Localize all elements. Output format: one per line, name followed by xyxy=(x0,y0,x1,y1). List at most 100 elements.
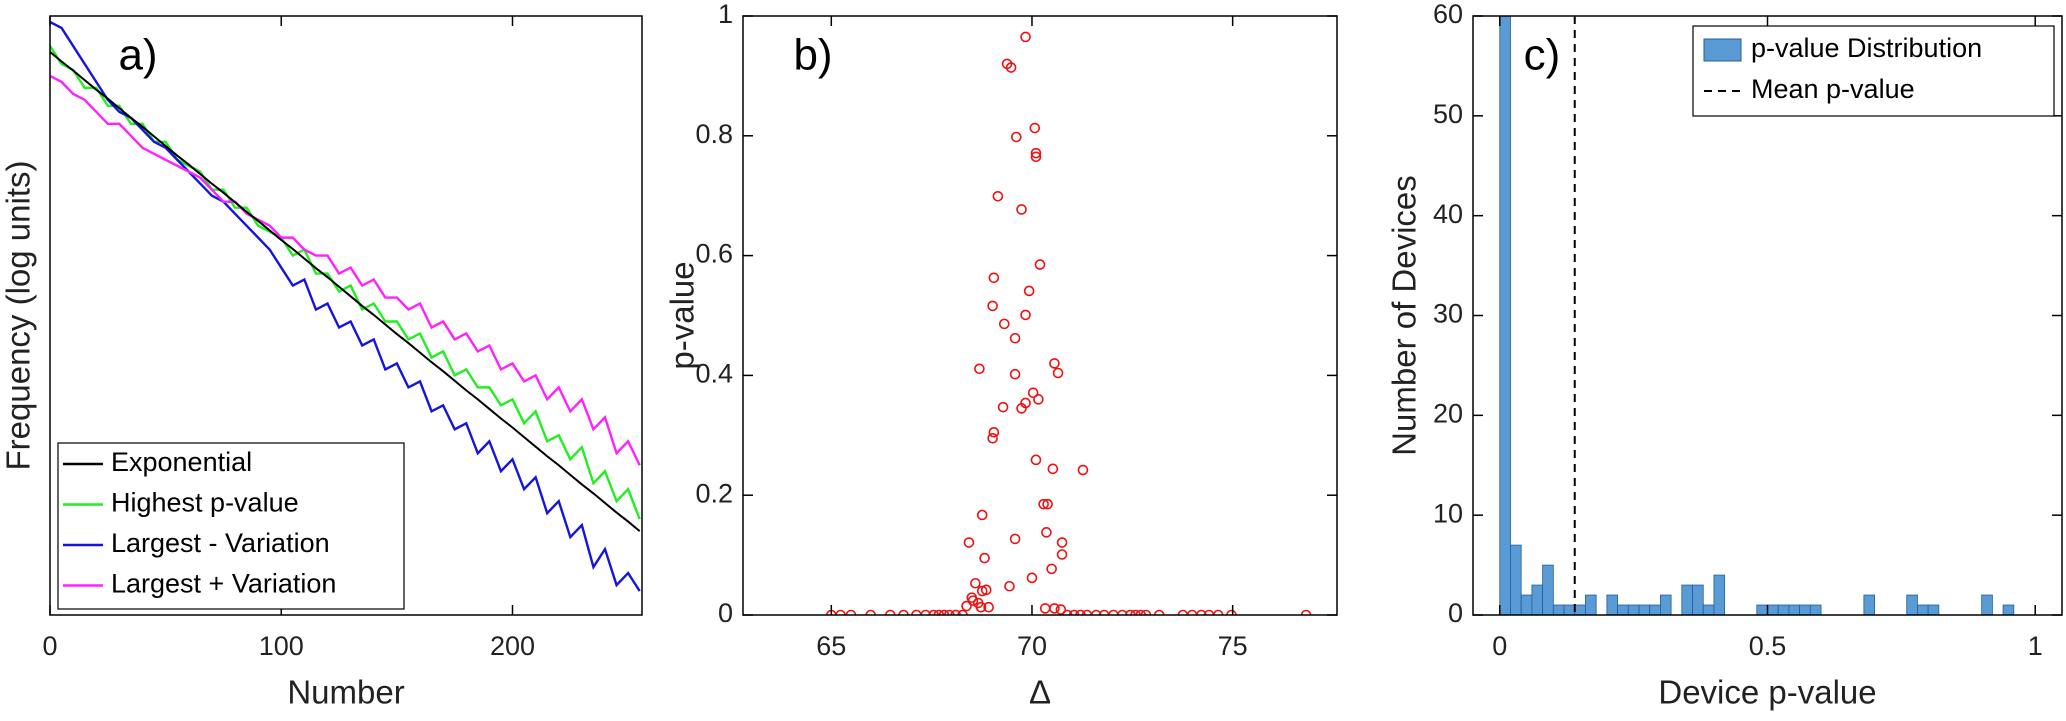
x-tick-label: 65 xyxy=(816,631,846,661)
bar xyxy=(1756,604,1768,615)
point xyxy=(950,609,962,615)
x-tick-label: 100 xyxy=(259,631,304,661)
point xyxy=(987,432,998,444)
y-tick-label: 20 xyxy=(1433,398,1463,428)
point xyxy=(1039,603,1051,614)
x-tick-label: 1 xyxy=(2028,631,2043,661)
point xyxy=(1212,609,1224,615)
legend-label: p-value Distribution xyxy=(1751,33,1982,63)
bar xyxy=(1713,574,1726,615)
y-tick-label: 0.6 xyxy=(695,239,733,269)
bar xyxy=(2002,604,2015,615)
bar xyxy=(1692,584,1704,615)
point xyxy=(1009,332,1021,344)
bar xyxy=(1649,604,1661,615)
point xyxy=(1023,285,1035,297)
point xyxy=(970,577,981,589)
point xyxy=(1116,609,1128,615)
y-axis-label: Number of Devices xyxy=(1386,175,1423,456)
point xyxy=(884,609,896,615)
point xyxy=(997,401,1009,413)
bar xyxy=(1681,584,1693,615)
point xyxy=(1004,580,1015,592)
plot-area xyxy=(1499,16,2015,615)
y-tick-label: 0.8 xyxy=(695,119,733,149)
point xyxy=(961,600,972,612)
bar xyxy=(1542,564,1554,615)
point xyxy=(1177,609,1189,615)
point xyxy=(1108,609,1119,615)
legend-swatch xyxy=(1703,38,1742,62)
point xyxy=(1029,122,1041,134)
point xyxy=(938,609,950,615)
point xyxy=(943,609,955,615)
bar xyxy=(1499,16,1511,615)
legend-label: Largest - Variation xyxy=(111,528,330,558)
y-tick-label: 30 xyxy=(1433,299,1463,329)
point xyxy=(1226,609,1237,615)
point xyxy=(1033,394,1044,405)
point xyxy=(983,601,994,613)
point xyxy=(1042,498,1053,510)
x-tick-label: 0 xyxy=(1492,631,1507,661)
y-tick-label: 1 xyxy=(718,0,733,29)
point xyxy=(845,609,857,615)
y-axis-label: p-value xyxy=(664,261,701,369)
point xyxy=(1098,609,1110,615)
bar xyxy=(1809,604,1822,615)
bar xyxy=(1510,544,1522,615)
point xyxy=(988,272,1000,284)
plot-area xyxy=(825,31,1312,615)
point xyxy=(975,601,987,613)
bar xyxy=(1660,594,1672,615)
axes-frame xyxy=(1472,15,2063,616)
point xyxy=(1125,609,1136,615)
point xyxy=(967,595,979,606)
point xyxy=(835,609,846,615)
x-tick-label: 70 xyxy=(1017,631,1047,661)
point xyxy=(933,609,945,615)
point xyxy=(1027,387,1039,399)
point xyxy=(1049,358,1060,369)
legend-label: Exponential xyxy=(111,447,252,477)
point xyxy=(1026,572,1038,584)
point xyxy=(1090,609,1102,615)
y-tick-label: 0 xyxy=(1448,598,1463,628)
series-line xyxy=(50,74,641,466)
point xyxy=(1046,563,1057,575)
y-tick-label: 0.4 xyxy=(695,359,733,389)
point xyxy=(1056,537,1068,548)
bar xyxy=(1585,594,1597,615)
point xyxy=(1300,609,1312,615)
bar xyxy=(1702,604,1715,615)
point xyxy=(974,363,985,375)
legend-label: Highest p-value xyxy=(111,488,299,518)
point xyxy=(976,509,988,521)
x-tick-label: 0.5 xyxy=(1749,631,1787,661)
series-line xyxy=(50,51,641,532)
point xyxy=(1034,259,1046,270)
point xyxy=(1077,464,1089,476)
panel-label: b) xyxy=(793,31,832,80)
point xyxy=(1075,609,1086,615)
point xyxy=(1030,151,1042,163)
legend-label: Mean p-value xyxy=(1751,74,1915,104)
x-axis-label: Number xyxy=(287,674,404,711)
x-axis-label: Device p-value xyxy=(1658,674,1876,711)
legend-box xyxy=(1692,25,2055,117)
point xyxy=(1020,309,1031,321)
point xyxy=(1055,604,1067,615)
point xyxy=(1047,463,1059,475)
bar xyxy=(1981,594,1993,615)
point xyxy=(1016,403,1027,414)
point xyxy=(1049,603,1060,614)
bar xyxy=(1788,604,1801,615)
y-tick-label: 0.2 xyxy=(695,478,733,508)
series-line xyxy=(50,20,641,592)
bar xyxy=(1552,604,1565,615)
bar xyxy=(1906,594,1918,615)
point xyxy=(898,609,909,615)
bar xyxy=(1777,604,1790,615)
bar xyxy=(1617,604,1629,615)
